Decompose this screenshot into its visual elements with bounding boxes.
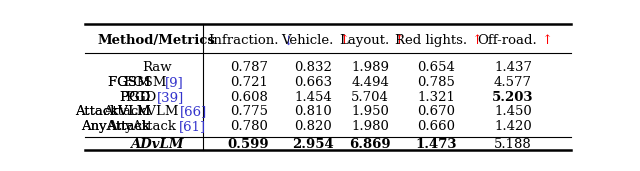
Text: Infraction.: Infraction. — [208, 34, 278, 47]
Text: FGSM [9]: FGSM [9] — [124, 76, 189, 89]
Text: 1.437: 1.437 — [494, 61, 532, 74]
Text: 0.810: 0.810 — [294, 105, 332, 118]
Text: PGD: PGD — [120, 91, 154, 104]
Text: 5.203: 5.203 — [492, 91, 534, 104]
Text: [61]: [61] — [179, 120, 205, 133]
Text: ↑: ↑ — [338, 34, 349, 47]
Text: AnyAttack: AnyAttack — [81, 120, 154, 133]
Text: 0.599: 0.599 — [228, 137, 269, 150]
Text: 0.832: 0.832 — [294, 61, 332, 74]
Text: AttackVLM [66]: AttackVLM [66] — [104, 105, 211, 118]
Text: 4.577: 4.577 — [494, 76, 532, 89]
Text: 1.989: 1.989 — [351, 61, 389, 74]
Text: ↑: ↑ — [541, 34, 552, 47]
Text: 0.780: 0.780 — [230, 120, 268, 133]
Text: AnyAttack: AnyAttack — [107, 120, 180, 133]
Text: 4.494: 4.494 — [351, 76, 389, 89]
Text: AttackVLM [66]: AttackVLM [66] — [104, 105, 211, 118]
Text: Layout.↑: Layout.↑ — [339, 34, 401, 47]
Text: [66]: [66] — [180, 105, 207, 118]
Text: 5.188: 5.188 — [494, 137, 532, 150]
Text: 0.721: 0.721 — [230, 76, 268, 89]
Text: PGD: PGD — [126, 91, 161, 104]
Text: 0.670: 0.670 — [417, 105, 455, 118]
Text: 0.785: 0.785 — [417, 76, 455, 89]
Text: [9]: [9] — [165, 76, 184, 89]
Text: Off-road.: Off-road. — [477, 34, 538, 47]
Text: 0.608: 0.608 — [230, 91, 268, 104]
Text: Layout.: Layout. — [339, 34, 390, 47]
Text: Method/Metrics: Method/Metrics — [98, 34, 216, 47]
Text: ↓: ↓ — [283, 34, 294, 47]
Text: PGD [39]: PGD [39] — [126, 91, 188, 104]
Text: Infraction.↓: Infraction.↓ — [208, 34, 289, 47]
Text: AnyAttack [61]: AnyAttack [61] — [107, 120, 207, 133]
Text: AnyAttack [61]: AnyAttack [61] — [107, 120, 207, 133]
Text: 0.775: 0.775 — [230, 105, 268, 118]
Text: [39]: [39] — [157, 91, 184, 104]
Text: ↑: ↑ — [471, 34, 482, 47]
Text: PGD [39]: PGD [39] — [126, 91, 188, 104]
Text: PGD: PGD — [120, 91, 154, 104]
Text: FGSM: FGSM — [108, 76, 154, 89]
Text: 1.420: 1.420 — [494, 120, 532, 133]
Text: AttackVLM: AttackVLM — [104, 105, 183, 118]
Text: FGSM: FGSM — [124, 76, 171, 89]
Text: Vehicle.↑: Vehicle.↑ — [282, 34, 345, 47]
Text: 0.663: 0.663 — [294, 76, 332, 89]
Text: Red lights.↑: Red lights.↑ — [394, 34, 477, 47]
Text: 1.980: 1.980 — [351, 120, 389, 133]
Text: ↑: ↑ — [393, 34, 404, 47]
Text: Red lights.: Red lights. — [394, 34, 467, 47]
Text: 6.869: 6.869 — [349, 137, 391, 150]
Text: 1.450: 1.450 — [494, 105, 532, 118]
Text: AttackVLM: AttackVLM — [75, 105, 154, 118]
Text: FGSM: FGSM — [108, 76, 154, 89]
Text: Off-road.↑: Off-road.↑ — [477, 34, 548, 47]
Text: 0.820: 0.820 — [294, 120, 332, 133]
Text: Raw: Raw — [142, 61, 172, 74]
Text: 1.473: 1.473 — [415, 137, 457, 150]
Text: FGSM [9]: FGSM [9] — [124, 76, 189, 89]
Text: 5.704: 5.704 — [351, 91, 389, 104]
Text: 0.654: 0.654 — [417, 61, 455, 74]
Text: 1.321: 1.321 — [417, 91, 455, 104]
Text: ADvLM: ADvLM — [130, 137, 184, 150]
Text: Vehicle.: Vehicle. — [282, 34, 333, 47]
Text: AttackVLM: AttackVLM — [75, 105, 154, 118]
Text: 0.660: 0.660 — [417, 120, 455, 133]
Text: 0.787: 0.787 — [230, 61, 268, 74]
Text: 1.950: 1.950 — [351, 105, 389, 118]
Text: 2.954: 2.954 — [292, 137, 334, 150]
Text: AnyAttack: AnyAttack — [81, 120, 154, 133]
Text: 1.454: 1.454 — [294, 91, 332, 104]
